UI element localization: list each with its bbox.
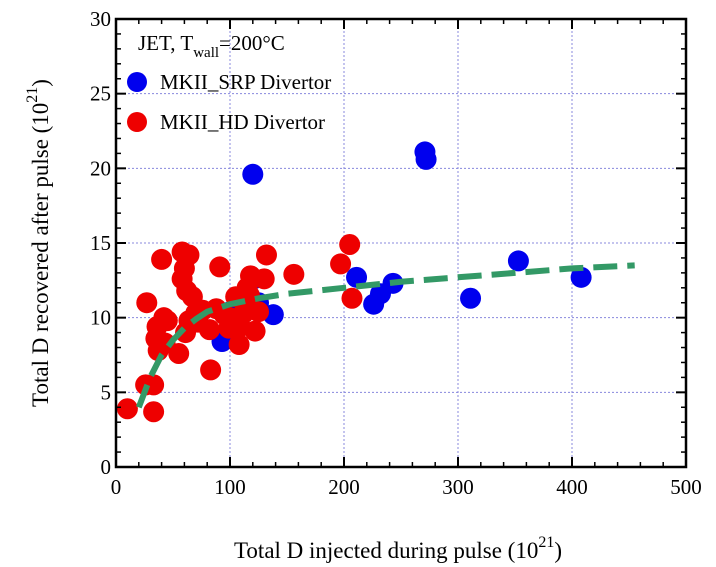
x-tick-labels: 0 100 200 300 400 500 <box>111 475 702 499</box>
data-points <box>116 141 635 423</box>
data-point-hd <box>330 253 352 275</box>
data-point-hd <box>228 334 250 356</box>
data-point-hd <box>283 263 305 285</box>
data-point-hd <box>244 320 266 342</box>
x-tick-label: 200 <box>328 475 360 499</box>
data-point-hd <box>200 359 222 381</box>
legend-marker-srp <box>127 72 147 92</box>
data-point-srp <box>570 266 592 288</box>
data-point-hd <box>198 319 220 341</box>
data-point-hd <box>209 256 231 278</box>
data-point-srp <box>242 163 264 185</box>
x-tick-label: 400 <box>556 475 588 499</box>
y-axis-label: Total D recovered after pulse (1021) <box>24 79 53 407</box>
data-point-hd <box>178 244 200 266</box>
y-tick-label: 30 <box>90 7 111 31</box>
y-tick-label: 15 <box>90 231 111 255</box>
data-point-hd <box>248 301 269 323</box>
legend-label-srp: MKII_SRP Divertor <box>160 70 331 94</box>
data-point-hd <box>339 233 361 255</box>
data-point-srp <box>460 287 482 309</box>
data-point-hd <box>116 398 138 420</box>
data-point-hd <box>253 268 275 290</box>
data-point-hd <box>168 343 190 365</box>
fit-line <box>135 262 635 409</box>
legend-marker-hd <box>127 112 147 132</box>
y-tick-label: 5 <box>101 380 112 404</box>
y-tick-label: 20 <box>90 156 111 180</box>
legend: MKII_SRP Divertor MKII_HD Divertor <box>127 70 331 134</box>
data-point-hd <box>156 310 178 332</box>
data-point-srp <box>507 250 529 272</box>
data-point-srp <box>415 148 437 170</box>
data-point-hd <box>341 287 363 309</box>
x-tick-label: 300 <box>442 475 474 499</box>
y-tick-label: 0 <box>101 455 112 479</box>
chart-annotation: JET, Twall=200°C <box>138 31 285 61</box>
data-point-srp <box>346 266 368 288</box>
y-tick-label: 25 <box>90 82 111 106</box>
x-tick-label: 0 <box>111 475 122 499</box>
x-tick-label: 100 <box>214 475 246 499</box>
x-tick-label: 500 <box>670 475 702 499</box>
y-tick-label: 10 <box>90 306 111 330</box>
y-tick-labels: 0 5 10 15 20 25 30 <box>90 7 111 479</box>
data-point-hd <box>136 292 158 314</box>
legend-label-hd: MKII_HD Divertor <box>160 110 325 134</box>
data-point-hd <box>143 401 165 423</box>
data-point-hd <box>151 248 173 270</box>
axis-ticks <box>115 18 687 468</box>
data-point-hd <box>255 244 277 266</box>
x-axis-label: Total D injected during pulse (1021) <box>234 534 562 563</box>
